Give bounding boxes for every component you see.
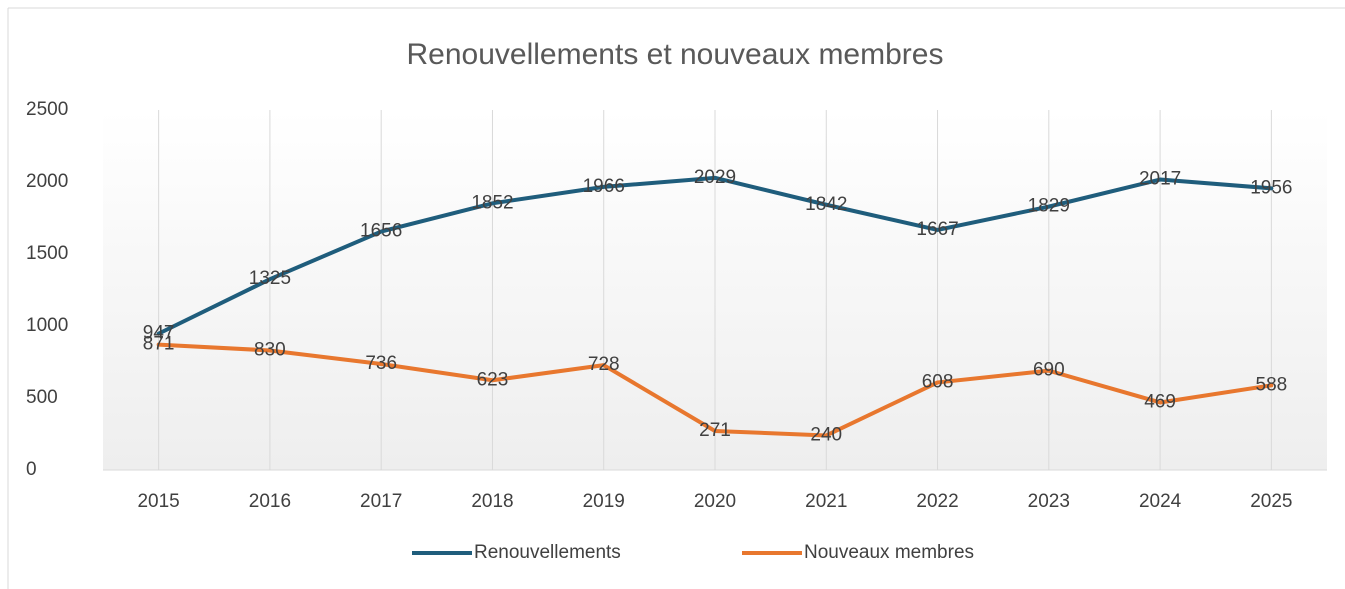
data-label: 608	[922, 371, 954, 392]
x-tick-label: 2022	[916, 491, 958, 512]
x-tick-label: 2018	[471, 491, 513, 512]
data-label: 871	[143, 334, 175, 355]
y-tick-label: 1000	[26, 315, 68, 336]
y-tick-label: 500	[26, 387, 58, 408]
y-tick-label: 1500	[26, 243, 68, 264]
x-tick-label: 2024	[1139, 491, 1182, 512]
x-tick-label: 2019	[583, 491, 625, 512]
x-tick-label: 2025	[1250, 491, 1292, 512]
y-tick-label: 2500	[26, 99, 68, 120]
data-label: 947	[143, 323, 175, 344]
chart-title: Renouvellements et nouveaux membres	[407, 38, 944, 71]
data-label: 271	[699, 420, 731, 441]
series-line	[156, 175, 1274, 336]
data-label: 690	[1033, 360, 1065, 381]
data-label: 623	[477, 369, 509, 390]
x-tick-label: 2021	[805, 491, 847, 512]
data-label: 2029	[694, 167, 736, 188]
legend-label: Nouveaux membres	[804, 542, 974, 563]
y-tick-label: 0	[26, 459, 37, 480]
series-line	[156, 342, 1274, 438]
x-tick-label: 2016	[249, 491, 291, 512]
y-tick-label: 2000	[26, 171, 68, 192]
data-label: 1667	[916, 219, 958, 240]
data-label: 2017	[1139, 169, 1181, 190]
data-label: 728	[588, 354, 620, 375]
legend-label: Renouvellements	[474, 542, 621, 563]
data-label: 1966	[583, 176, 625, 197]
data-label: 1956	[1250, 177, 1292, 198]
data-label: 1842	[805, 194, 847, 215]
data-label: 1325	[249, 268, 291, 289]
x-tick-label: 2015	[137, 491, 179, 512]
data-label: 830	[254, 339, 286, 360]
data-label: 1656	[360, 221, 402, 242]
data-label: 1829	[1028, 196, 1070, 217]
data-label: 736	[365, 353, 397, 374]
data-label: 588	[1256, 374, 1288, 395]
data-label: 469	[1144, 391, 1176, 412]
data-label: 1852	[471, 192, 513, 213]
data-label: 240	[810, 424, 842, 445]
x-tick-label: 2023	[1028, 491, 1070, 512]
x-tick-label: 2020	[694, 491, 736, 512]
x-tick-label: 2017	[360, 491, 402, 512]
